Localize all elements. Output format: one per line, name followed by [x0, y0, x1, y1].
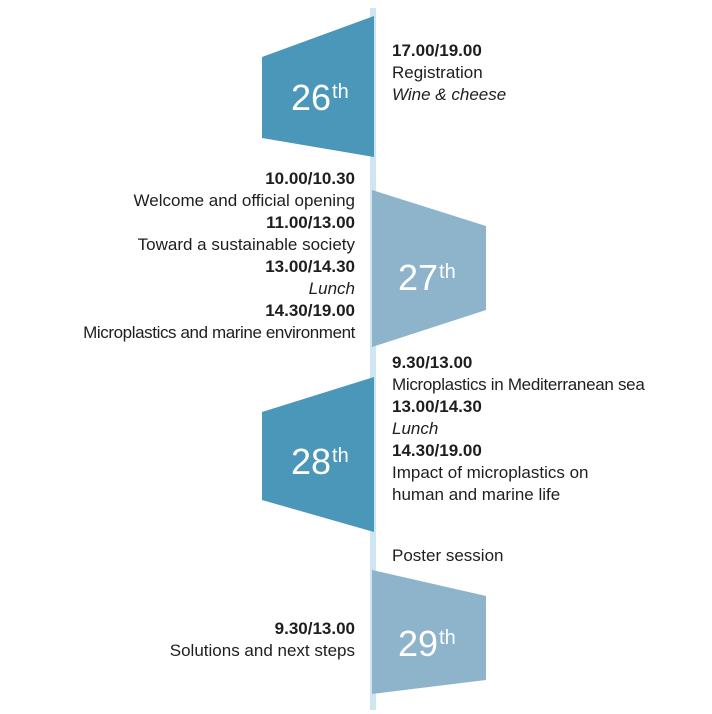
day-suffix: th: [332, 81, 349, 103]
day-29-label: 29th: [398, 624, 456, 664]
session-title: Impact of microplastics on: [392, 463, 589, 482]
day-27-label: 27th: [398, 258, 456, 298]
poster-session: Poster session: [392, 545, 504, 567]
session-title: Lunch: [308, 279, 355, 298]
time-slot: 17.00/19.00: [392, 41, 482, 60]
session-title: Wine & cheese: [392, 85, 507, 104]
day-27-shape: [372, 190, 486, 347]
day-29-shape: [372, 570, 486, 694]
day-26-schedule: 17.00/19.00 Registration Wine & cheese: [392, 40, 506, 106]
session-title: Lunch: [392, 419, 439, 438]
day-26-shape: [262, 16, 374, 157]
time-slot: 13.00/14.30: [265, 257, 355, 276]
day-number: 28: [291, 441, 332, 482]
day-28-schedule: 9.30/13.00 Microplastics in Mediterranea…: [392, 352, 645, 506]
day-28-label: 28th: [291, 442, 349, 482]
day-27-schedule: 10.00/10.30 Welcome and official opening…: [83, 168, 355, 344]
session-title: Toward a sustainable society: [137, 235, 355, 254]
session-title: Solutions and next steps: [169, 641, 355, 660]
time-slot: 11.00/13.00: [266, 213, 355, 232]
session-title: Welcome and official opening: [133, 191, 355, 210]
time-slot: 9.30/13.00: [274, 619, 355, 638]
time-slot: 9.30/13.00: [392, 353, 473, 372]
time-slot: 13.00/14.30: [392, 397, 482, 416]
day-28-shape: [262, 377, 374, 532]
time-slot: 14.30/19.00: [265, 301, 355, 320]
session-title: Microplastics and marine environment: [83, 323, 355, 342]
day-number: 29: [398, 623, 439, 664]
timeline-axis: [370, 8, 376, 710]
session-title: Registration: [392, 63, 483, 82]
session-title: Poster session: [392, 546, 504, 565]
day-number: 26: [291, 77, 332, 118]
day-suffix: th: [439, 627, 456, 649]
time-slot: 10.00/10.30: [265, 169, 355, 188]
time-slot: 14.30/19.00: [392, 441, 482, 460]
session-title: Microplastics in Mediterranean sea: [392, 375, 645, 394]
day-suffix: th: [439, 261, 456, 283]
session-title: human and marine life: [392, 485, 561, 504]
day-26-label: 26th: [291, 78, 349, 118]
day-29-schedule: 9.30/13.00 Solutions and next steps: [170, 618, 355, 662]
day-suffix: th: [332, 445, 349, 467]
day-number: 27: [398, 257, 439, 298]
